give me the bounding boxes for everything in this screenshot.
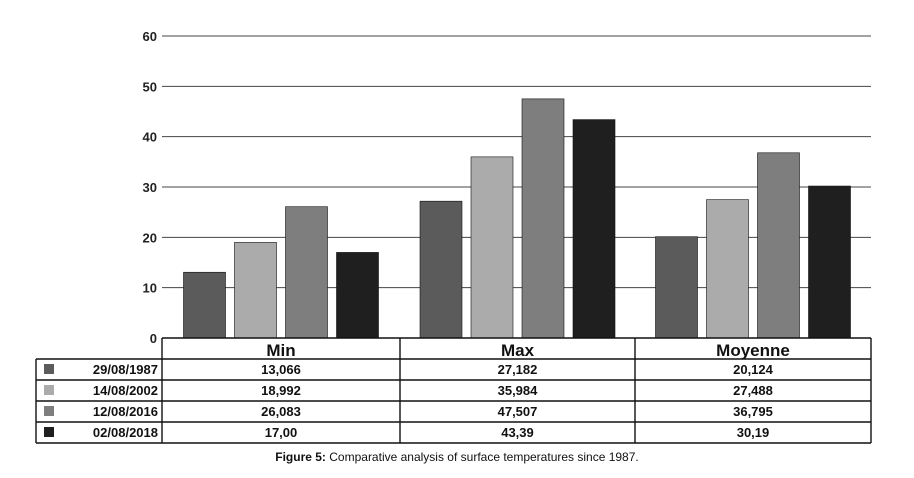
y-tick-label: 10 (143, 281, 157, 296)
bar (655, 236, 698, 339)
bar (757, 152, 800, 339)
bar (706, 199, 749, 339)
table-cell-value: 43,39 (501, 425, 534, 440)
table-cell-value: 27,182 (498, 362, 538, 377)
bar (336, 252, 379, 339)
y-tick-label: 60 (143, 29, 157, 44)
y-tick-label: 0 (150, 331, 157, 346)
table-cell-value: 35,984 (498, 383, 539, 398)
table-cell-value: 17,00 (265, 425, 298, 440)
legend-swatch (44, 364, 54, 374)
y-tick-label: 30 (143, 180, 157, 195)
legend-swatch (44, 427, 54, 437)
figure-caption: Figure 5: Comparative analysis of surfac… (0, 450, 914, 464)
table-cell-value: 27,488 (733, 383, 773, 398)
bar (183, 271, 226, 339)
bar (572, 119, 616, 339)
bar (419, 200, 463, 339)
table-cell-value: 30,19 (737, 425, 770, 440)
bar (285, 206, 328, 339)
category-label: Min (266, 341, 295, 360)
y-tick-label: 50 (143, 79, 157, 94)
caption-label: Figure 5: (275, 450, 326, 464)
table-cell-value: 18,992 (261, 383, 301, 398)
legend-label: 29/08/1987 (93, 362, 158, 377)
category-label: Max (501, 341, 535, 360)
bar (470, 156, 514, 339)
legend-swatch (44, 406, 54, 416)
table-cell-value: 26,083 (261, 404, 301, 419)
caption-text: Comparative analysis of surface temperat… (325, 450, 639, 464)
bar (234, 242, 277, 339)
category-label: Moyenne (716, 341, 790, 360)
table-cell-value: 20,124 (733, 362, 774, 377)
table-cell-value: 13,066 (261, 362, 301, 377)
legend-label: 02/08/2018 (93, 425, 158, 440)
legend-swatch (44, 385, 54, 395)
table-cell-value: 47,507 (498, 404, 538, 419)
y-tick-label: 40 (143, 130, 157, 145)
legend-label: 12/08/2016 (93, 404, 158, 419)
legend-label: 14/08/2002 (93, 383, 158, 398)
y-tick-label: 20 (143, 230, 157, 245)
bar (808, 185, 851, 339)
table-cell-value: 36,795 (733, 404, 773, 419)
bar (521, 98, 565, 339)
